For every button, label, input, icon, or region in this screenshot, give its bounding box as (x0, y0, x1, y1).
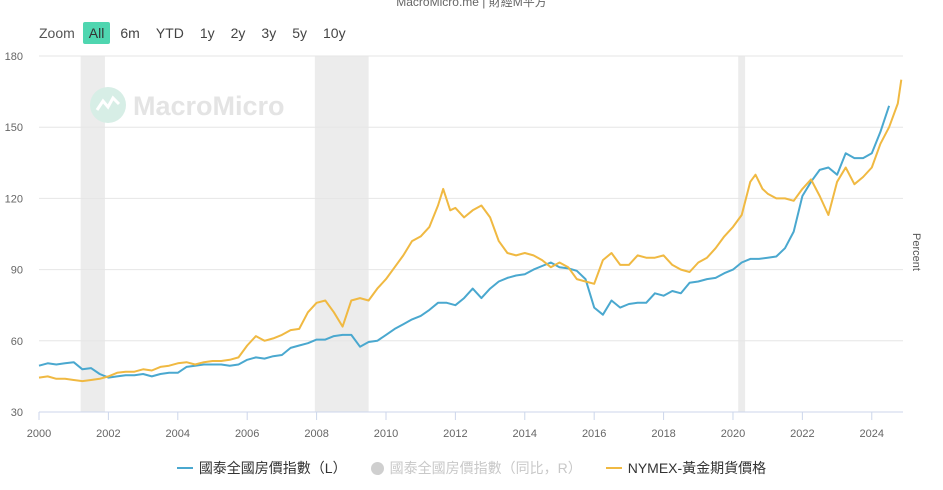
x-tick-label: 2002 (96, 428, 120, 440)
legend-item-house-index[interactable]: 國泰全國房價指數（L） (176, 458, 347, 478)
legend-line-swatch (176, 467, 193, 469)
legend-label: NYMEX-黃金期貨價格 (627, 460, 767, 476)
x-tick-label: 2022 (790, 428, 814, 440)
zoom-button-ytd[interactable]: YTD (155, 25, 184, 41)
recession-band (738, 56, 746, 412)
zoom-button-all[interactable]: All (82, 22, 111, 44)
series-line-2 (38, 79, 903, 383)
watermark: MacroMicro (90, 87, 285, 123)
x-tick-label: 2000 (27, 428, 51, 440)
legend: 國泰全國房價指數（L） 國泰全國房價指數（同比，R） NYMEX-黃金期貨價格 (0, 458, 943, 478)
legend-line-swatch (605, 467, 622, 469)
zoom-button-6m[interactable]: 6m (120, 25, 140, 41)
y-tick-label: 180 (5, 51, 23, 63)
watermark-text: MacroMicro (133, 91, 285, 121)
x-tick-label: 2010 (374, 428, 398, 440)
y-tick-label: 30 (11, 407, 23, 419)
grid-lines (39, 55, 903, 342)
x-tick-label: 2004 (166, 428, 190, 440)
x-tick-label: 2020 (721, 428, 745, 440)
x-tick-label: 2018 (651, 428, 675, 440)
zoom-label: Zoom (39, 25, 75, 41)
legend-dot-swatch (370, 461, 384, 475)
y-axis-title: Percent (910, 233, 922, 271)
series-lines (38, 79, 903, 383)
watermark-logo-mark (95, 95, 121, 111)
series-line-0 (38, 105, 891, 379)
x-tick-label: 2012 (443, 428, 467, 440)
y-tick-label: 90 (11, 265, 23, 277)
y-tick-label: 60 (11, 336, 23, 348)
x-tick-label: 2024 (860, 428, 884, 440)
axes: 30 60 90 120 150 180 2000 2002 2004 2006 2008 2010 2… (5, 51, 903, 440)
x-tick-label: 2006 (235, 428, 259, 440)
legend-label: 國泰全國房價指數（L） (198, 460, 347, 476)
zoom-button-2y[interactable]: 2y (230, 25, 246, 41)
x-tick-label: 2008 (304, 428, 328, 440)
zoom-button-3y[interactable]: 3y (261, 25, 277, 41)
zoom-bar: Zoom All 6m YTD 1y 2y 3y 5y 10y (39, 21, 356, 45)
y-tick-label: 120 (5, 193, 23, 205)
legend-label: 國泰全國房價指數（同比，R） (389, 460, 582, 476)
recession-band (314, 56, 369, 412)
x-tick-label: 2014 (513, 428, 537, 440)
legend-item-house-index-yoy[interactable]: 國泰全國房價指數（同比，R） (370, 458, 582, 478)
x-tick-label: 2016 (582, 428, 606, 440)
legend-item-gold-futures[interactable]: NYMEX-黃金期貨價格 (605, 458, 767, 478)
chart-credit: MacroMicro.me | 財經M平方 (396, 0, 547, 9)
y-tick-label: 150 (5, 122, 23, 134)
zoom-button-1y[interactable]: 1y (199, 25, 215, 41)
zoom-button-5y[interactable]: 5y (292, 25, 307, 41)
zoom-button-10y[interactable]: 10y (323, 25, 346, 41)
recession-bands (80, 56, 746, 412)
